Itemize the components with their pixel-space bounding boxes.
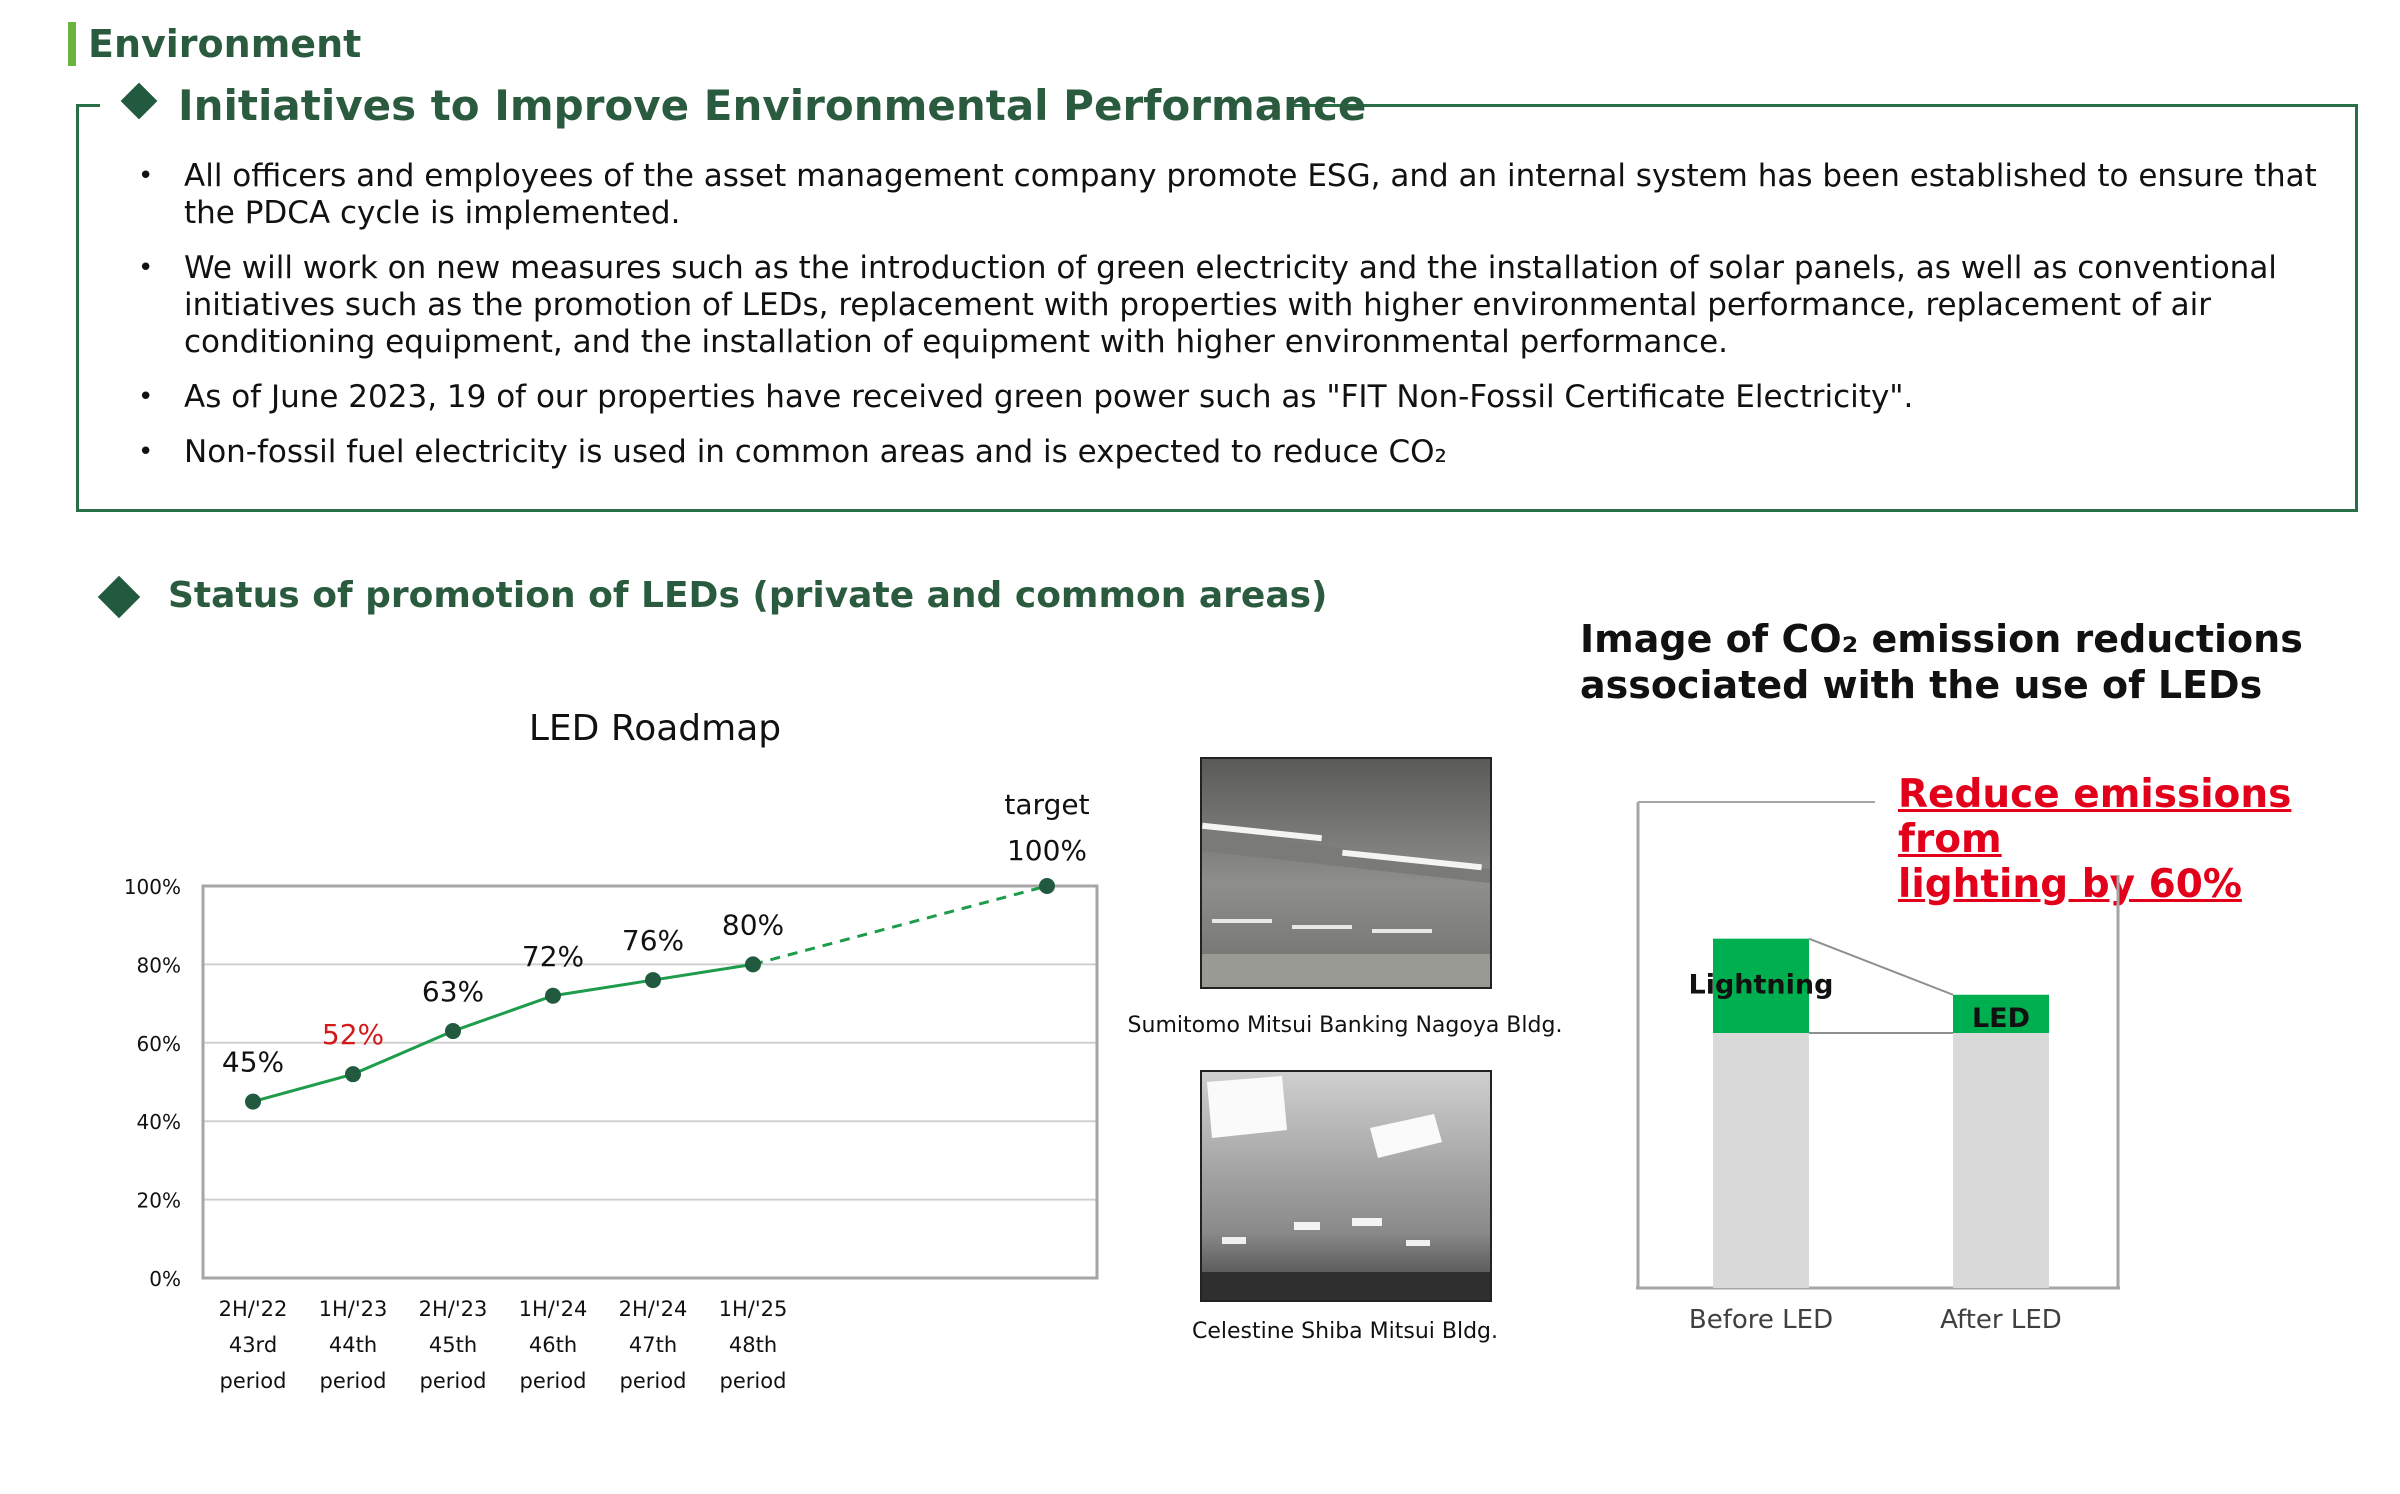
data-label: 76% (622, 924, 684, 957)
photo-caption: Celestine Shiba Mitsui Bldg. (1191, 1319, 1499, 1344)
target-point (1039, 878, 1055, 894)
y-tick-label: 40% (137, 1110, 181, 1134)
plot-area-border (201, 884, 1099, 1280)
x-tick-label: 2H/'22 (219, 1297, 288, 1321)
office-photo (1200, 1070, 1492, 1302)
data-label: 80% (722, 908, 784, 941)
segment-label: LED (1972, 1003, 2030, 1034)
list-item: We will work on new measures such as the… (138, 250, 2318, 361)
x-tick-label: After LED (1940, 1305, 2062, 1335)
x-tick-label: 48th (729, 1333, 777, 1357)
reduce-callout-line: Reduce emissions from (1898, 772, 2292, 862)
x-tick-label: period (320, 1369, 387, 1393)
initiatives-list: All officers and employees of the asset … (138, 158, 2318, 489)
x-tick-label: 2H/'23 (419, 1297, 488, 1321)
bar-base (1713, 1033, 1809, 1288)
photo-caption: Sumitomo Mitsui Banking Nagoya Bldg. (1127, 1013, 1563, 1038)
segment-label: Lightning (1689, 970, 1834, 1001)
bar-lighting-segment (1953, 994, 2049, 1033)
x-tick-label: 46th (529, 1333, 577, 1357)
x-tick-label: 45th (429, 1333, 477, 1357)
x-tick-label: 2H/'24 (619, 1297, 688, 1321)
y-tick-label: 80% (137, 953, 181, 977)
co2-title-line: Image of CO₂ emission reductions (1580, 617, 2303, 661)
y-tick-label: 0% (149, 1267, 181, 1291)
y-tick-label: 60% (137, 1032, 181, 1056)
x-tick-label: Before LED (1689, 1305, 1833, 1335)
data-point (445, 1023, 461, 1040)
list-item: All officers and employees of the asset … (138, 158, 2318, 232)
co2-title: Image of CO₂ emission reductions associa… (1580, 616, 2303, 708)
box-title-gap (100, 96, 1290, 110)
co2-title-line: associated with the use of LEDs (1580, 663, 2263, 707)
x-tick-label: period (420, 1369, 487, 1393)
x-tick-label: 47th (629, 1333, 677, 1357)
bar-lighting-segment (1713, 938, 1809, 1033)
data-label: 45% (222, 1046, 284, 1079)
diamond-icon (97, 575, 141, 619)
office-photo (1200, 757, 1492, 989)
target-value-label: 100% (1007, 834, 1087, 867)
list-item: As of June 2023, 19 of our properties ha… (138, 379, 2318, 416)
data-label: 52% (322, 1018, 384, 1051)
data-point (245, 1093, 261, 1110)
x-tick-label: period (620, 1369, 687, 1393)
data-point (345, 1066, 361, 1083)
x-tick-label: 1H/'23 (319, 1297, 388, 1321)
reduce-emissions-callout: Reduce emissions from lighting by 60% (1898, 772, 2400, 907)
led-section-title: Status of promotion of LEDs (private and… (168, 575, 1328, 616)
reduce-callout-line: lighting by 60% (1898, 862, 2242, 907)
data-point (645, 972, 661, 989)
chart-title: LED Roadmap (528, 708, 782, 749)
x-tick-label: period (220, 1369, 287, 1393)
target-dashed-line (752, 884, 1048, 966)
series-line (252, 962, 754, 1104)
x-tick-label: period (720, 1369, 787, 1393)
data-label: 63% (422, 975, 484, 1008)
bar-base (1953, 1033, 2049, 1288)
x-tick-label: period (520, 1369, 587, 1393)
x-tick-label: 44th (329, 1333, 377, 1357)
connector-line (1808, 937, 1954, 996)
data-point (545, 987, 561, 1004)
ceiling-photo-image (1202, 759, 1490, 987)
y-tick-label: 100% (124, 875, 181, 899)
ceiling-photo-image (1202, 1072, 1490, 1300)
data-point (745, 956, 761, 973)
data-label: 72% (522, 940, 584, 973)
target-label: target (1004, 790, 1089, 821)
section-title: Environment (88, 22, 362, 66)
led-roadmap-chart: 0% 20% 40% 60% 80% 100% 45% 2H/'22 43rd period 52%… (124, 790, 1099, 1393)
x-tick-label: 1H/'25 (719, 1297, 788, 1321)
section-accent-bar (68, 22, 76, 66)
x-tick-label: 1H/'24 (519, 1297, 588, 1321)
co2-reduction-chart: Lightning Before LED LED After LED (1636, 801, 2120, 1335)
x-tick-label: 43rd (229, 1333, 277, 1357)
y-tick-label: 20% (137, 1189, 181, 1213)
initiatives-title: Initiatives to Improve Environmental Per… (178, 81, 1367, 130)
list-item: Non-fossil fuel electricity is used in c… (138, 434, 2318, 471)
